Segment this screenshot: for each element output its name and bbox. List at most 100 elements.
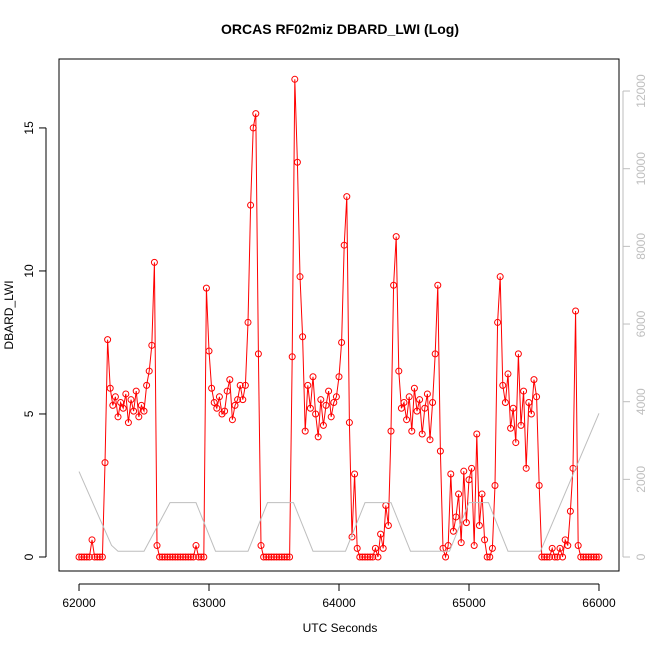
data-point <box>200 553 208 561</box>
data-point <box>496 273 504 281</box>
data-point <box>223 387 231 395</box>
data-point <box>559 553 567 561</box>
data-point <box>504 370 512 378</box>
data-point <box>111 393 119 401</box>
data-point <box>582 553 590 561</box>
data-point <box>512 439 520 447</box>
data-point <box>195 553 203 561</box>
data-point <box>265 553 273 561</box>
data-point <box>343 193 351 201</box>
data-point <box>327 413 335 421</box>
data-point <box>400 399 408 407</box>
data-point <box>416 396 424 404</box>
data-point <box>234 396 242 404</box>
data-point <box>283 553 291 561</box>
x-tick-label: 62000 <box>62 596 96 610</box>
data-point <box>130 407 138 415</box>
data-point <box>262 553 270 561</box>
data-point <box>291 75 299 83</box>
data-point <box>486 553 494 561</box>
x-tick-label: 63000 <box>192 596 226 610</box>
data-point <box>390 281 398 289</box>
data-point <box>273 553 281 561</box>
data-point <box>436 447 444 455</box>
y-tick-label: 10 <box>22 264 36 278</box>
data-point <box>473 430 481 438</box>
data-point <box>585 553 593 561</box>
data-point <box>572 307 580 315</box>
data-point <box>124 419 132 427</box>
data-point <box>509 404 517 412</box>
data-point <box>278 553 286 561</box>
data-point <box>460 467 468 475</box>
y-tick-label: 15 <box>22 121 36 135</box>
data-point <box>299 333 307 341</box>
data-point <box>457 539 465 547</box>
data-point <box>442 553 450 561</box>
data-point <box>317 396 325 404</box>
data-point <box>182 553 190 561</box>
data-point <box>127 396 135 404</box>
data-point <box>361 553 369 561</box>
data-point <box>221 407 229 415</box>
data-point <box>530 376 538 384</box>
data-point <box>161 553 169 561</box>
data-point <box>423 390 431 398</box>
data-point <box>444 542 452 550</box>
data-point <box>239 396 247 404</box>
data-point <box>426 436 434 444</box>
data-point <box>176 553 184 561</box>
data-point <box>184 553 192 561</box>
y2-tick-label: 12000 <box>634 74 648 108</box>
data-point <box>257 542 265 550</box>
data-point <box>535 481 543 489</box>
data-point <box>421 404 429 412</box>
data-point <box>241 381 249 389</box>
data-point <box>101 459 109 467</box>
data-point <box>429 399 437 407</box>
data-point <box>478 490 486 498</box>
data-point <box>351 470 359 478</box>
data-point <box>431 350 439 358</box>
data-point <box>377 530 385 538</box>
data-point <box>83 553 91 561</box>
data-point <box>468 464 476 472</box>
data-point <box>119 404 127 412</box>
data-point <box>387 427 395 435</box>
data-point <box>507 424 515 432</box>
y2-tick-label: 0 <box>634 553 648 560</box>
data-point <box>499 381 507 389</box>
data-point <box>590 553 598 561</box>
data-point <box>577 553 585 561</box>
data-point <box>286 553 294 561</box>
data-point <box>197 553 205 561</box>
data-point <box>135 413 143 421</box>
data-point <box>288 353 296 361</box>
data-point <box>296 273 304 281</box>
data-point <box>150 258 158 266</box>
data-point <box>249 124 257 132</box>
data-point <box>449 527 457 535</box>
data-point <box>379 544 387 552</box>
data-point <box>145 367 153 375</box>
data-point <box>408 427 416 435</box>
data-point <box>236 381 244 389</box>
data-point <box>226 376 234 384</box>
data-point <box>395 367 403 375</box>
data-point <box>247 201 255 209</box>
data-point <box>369 553 377 561</box>
data-point <box>475 522 483 530</box>
data-point <box>384 522 392 530</box>
data-point <box>254 350 262 358</box>
data-point <box>543 553 551 561</box>
data-point <box>465 476 473 484</box>
data-point <box>374 553 382 561</box>
data-point <box>462 519 470 527</box>
data-point <box>319 421 327 429</box>
y2-tick-label: 2000 <box>634 466 648 493</box>
data-point <box>202 284 210 292</box>
data-point <box>564 542 572 550</box>
data-point <box>397 404 405 412</box>
data-point <box>540 553 548 561</box>
